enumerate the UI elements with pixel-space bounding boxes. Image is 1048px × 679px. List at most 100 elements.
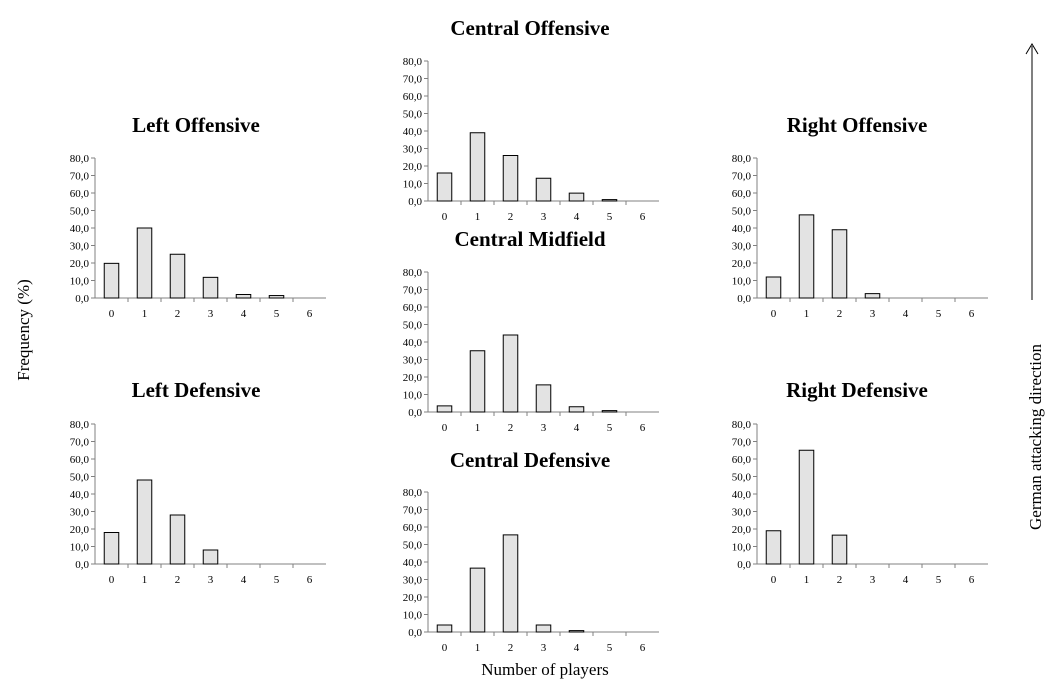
y-tick-label: 40,0 <box>403 337 423 349</box>
y-tick-label: 80,0 <box>70 153 90 165</box>
chart-title: Right Offensive <box>787 113 928 137</box>
x-tick-label: 5 <box>607 211 613 223</box>
y-tick-label: 30,0 <box>403 355 423 367</box>
bar-0 <box>436 172 453 202</box>
bar-2 <box>169 253 186 299</box>
x-tick-label: 4 <box>241 574 247 586</box>
x-tick-label: 3 <box>870 308 876 320</box>
y-tick-label: 50,0 <box>403 320 423 332</box>
x-tick-label: 0 <box>109 574 115 586</box>
bar-1 <box>469 132 486 202</box>
x-tick-label: 2 <box>508 642 514 654</box>
y-tick-label: 60,0 <box>70 454 90 466</box>
bar-4 <box>235 294 252 299</box>
x-tick-label: 2 <box>175 308 181 320</box>
y-tick-label: 40,0 <box>70 489 90 501</box>
bar-2 <box>831 229 848 299</box>
y-tick-label: 40,0 <box>403 126 423 138</box>
x-tick-label: 4 <box>241 308 247 320</box>
bar-2 <box>831 534 848 565</box>
x-tick-label: 5 <box>936 308 942 320</box>
x-tick-label: 2 <box>508 422 514 434</box>
chart-title: Left Offensive <box>132 113 260 137</box>
x-tick-label: 0 <box>771 574 777 586</box>
bar-0 <box>765 530 782 565</box>
x-tick-label: 0 <box>442 642 448 654</box>
y-tick-label: 60,0 <box>403 91 423 103</box>
chart-panel: Central Defensive 0,0 10,0 20,0 30,0 40,0 50,0… <box>403 448 659 654</box>
y-tick-label: 10,0 <box>403 179 423 191</box>
bar-1 <box>136 227 153 299</box>
x-tick-label: 5 <box>607 642 613 654</box>
direction-label: German attacking direction <box>1026 344 1045 530</box>
x-axis-label: Number of players <box>481 660 608 679</box>
x-tick-label: 4 <box>574 422 580 434</box>
y-tick-label: 20,0 <box>732 524 752 536</box>
x-tick-label: 0 <box>771 308 777 320</box>
y-tick-label: 0,0 <box>408 196 422 208</box>
chart-panels: Left Offensive0,010,020,030,040,050,060,… <box>70 16 988 654</box>
x-tick-label: 1 <box>142 574 148 586</box>
y-tick-label: 0,0 <box>75 559 89 571</box>
x-tick-label: 3 <box>870 574 876 586</box>
y-tick-label: 30,0 <box>403 144 423 156</box>
y-tick-label: 20,0 <box>732 258 752 270</box>
y-tick-label: 60,0 <box>732 188 752 200</box>
x-tick-label: 5 <box>607 422 613 434</box>
x-tick-label: 6 <box>640 422 646 434</box>
y-tick-label: 30,0 <box>70 241 90 253</box>
chart-title: Central Midfield <box>454 227 605 251</box>
x-tick-label: 3 <box>541 642 547 654</box>
bar-2 <box>502 534 519 633</box>
y-tick-label: 60,0 <box>70 188 90 200</box>
y-tick-label: 80,0 <box>403 487 423 499</box>
y-tick-label: 10,0 <box>732 542 752 554</box>
x-tick-label: 5 <box>274 574 280 586</box>
chart-title: Central Offensive <box>450 16 609 40</box>
bar-5 <box>268 295 285 299</box>
y-tick-label: 0,0 <box>408 407 422 419</box>
x-tick-label: 3 <box>541 211 547 223</box>
y-tick-label: 60,0 <box>403 522 423 534</box>
bar-1 <box>136 479 153 565</box>
x-tick-label: 6 <box>640 642 646 654</box>
y-tick-label: 80,0 <box>732 419 752 431</box>
x-tick-label: 3 <box>208 308 214 320</box>
y-tick-label: 70,0 <box>732 171 752 183</box>
x-tick-label: 3 <box>208 574 214 586</box>
bar-1 <box>798 214 815 299</box>
y-tick-label: 40,0 <box>70 223 90 235</box>
x-tick-label: 6 <box>307 574 313 586</box>
y-tick-label: 10,0 <box>403 610 423 622</box>
chart-panel: Right Offensive0,010,020,030,040,050,060… <box>732 113 988 320</box>
y-tick-label: 40,0 <box>403 557 423 569</box>
x-tick-label: 6 <box>307 308 313 320</box>
bar-5 <box>601 410 618 413</box>
chart-panel: Right Defensive0,010,020,030,040,050,060… <box>732 378 988 586</box>
chart-title: Right Defensive <box>786 378 928 402</box>
bar-4 <box>568 406 585 413</box>
y-tick-label: 0,0 <box>75 293 89 305</box>
y-tick-label: 50,0 <box>70 206 90 218</box>
y-tick-label: 70,0 <box>732 437 752 449</box>
x-tick-label: 2 <box>837 574 843 586</box>
x-tick-label: 4 <box>903 574 909 586</box>
x-tick-label: 6 <box>969 308 975 320</box>
y-tick-label: 10,0 <box>403 390 423 402</box>
x-tick-label: 4 <box>574 211 580 223</box>
x-tick-label: 0 <box>442 422 448 434</box>
chart-panel: Central Offensive 0,0 10,0 20,0 30,0 40,0 50,0… <box>403 16 659 223</box>
chart-panel: Left Offensive 0,0 10,0 20,0 30,0 40,0 50,0 60,… <box>70 113 326 320</box>
bar-2 <box>502 334 519 413</box>
direction-arrow-head <box>1025 43 1039 55</box>
bar-0 <box>103 262 120 299</box>
bar-0 <box>436 624 453 633</box>
bar-0 <box>103 532 120 565</box>
y-tick-label: 10,0 <box>70 542 90 554</box>
y-tick-label: 70,0 <box>70 437 90 449</box>
bar-0 <box>765 276 782 299</box>
x-tick-label: 3 <box>541 422 547 434</box>
y-tick-label: 50,0 <box>403 540 423 552</box>
y-tick-label: 0,0 <box>737 559 751 571</box>
